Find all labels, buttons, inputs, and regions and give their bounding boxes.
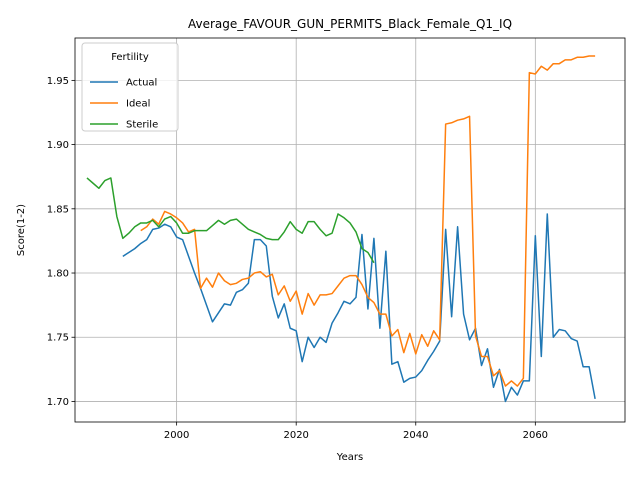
- y-tick-label: 1.95: [47, 76, 69, 87]
- legend-label-ideal: Ideal: [126, 99, 150, 110]
- y-tick-label: 1.80: [47, 269, 69, 280]
- legend-label-sterile: Sterile: [126, 120, 158, 131]
- y-axis-label: Score(1-2): [16, 204, 27, 256]
- x-tick-label: 2000: [164, 430, 189, 441]
- x-tick-label: 2020: [283, 430, 308, 441]
- x-tick-label: 2040: [403, 430, 428, 441]
- y-tick-label: 1.85: [47, 204, 69, 215]
- x-axis-label: Years: [336, 452, 363, 463]
- legend-title: Fertility: [111, 52, 149, 63]
- y-tick-label: 1.75: [47, 333, 69, 344]
- chart-title: Average_FAVOUR_GUN_PERMITS_Black_Female_…: [188, 17, 512, 31]
- legend: Fertility Actual Ideal Sterile: [82, 43, 178, 131]
- y-tick-label: 1.70: [47, 397, 69, 408]
- x-tick-label: 2060: [523, 430, 548, 441]
- y-tick-label: 1.90: [47, 140, 69, 151]
- legend-label-actual: Actual: [126, 78, 157, 89]
